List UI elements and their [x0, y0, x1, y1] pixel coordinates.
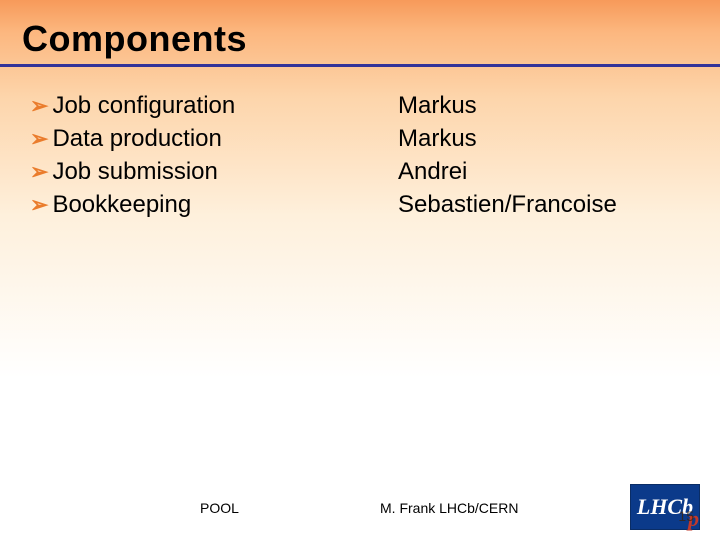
bullet-icon: ➢ [30, 122, 48, 155]
list-item: ➢ Bookkeeping [30, 188, 398, 221]
list-item: ➢ Job submission [30, 155, 398, 188]
slide-title: Components [22, 18, 698, 60]
owner-name: Andrei [398, 155, 467, 188]
footer-center-text: M. Frank LHCb/CERN [380, 500, 518, 516]
bullet-icon: ➢ [30, 89, 48, 122]
list-item: ➢ Data production [30, 122, 398, 155]
owner-row: Sebastien/Francoise [398, 188, 698, 221]
item-label: Bookkeeping [52, 188, 191, 221]
list-item: ➢ Job configuration [30, 89, 398, 122]
owner-row: Markus [398, 122, 698, 155]
item-label: Job configuration [52, 89, 235, 122]
owner-row: Andrei [398, 155, 698, 188]
item-label: Job submission [52, 155, 217, 188]
page-number: 15 [678, 508, 694, 524]
footer: POOL M. Frank LHCb/CERN [0, 500, 720, 524]
owners-column: Markus Markus Andrei Sebastien/Francoise [398, 89, 698, 221]
components-column: ➢ Job configuration ➢ Data production ➢ … [30, 89, 398, 221]
title-underline [0, 64, 720, 67]
bullet-icon: ➢ [30, 155, 48, 188]
owner-name: Markus [398, 122, 477, 155]
footer-left-text: POOL [200, 500, 239, 516]
content-area: ➢ Job configuration ➢ Data production ➢ … [22, 89, 698, 221]
slide: Components ➢ Job configuration ➢ Data pr… [0, 0, 720, 540]
item-label: Data production [52, 122, 221, 155]
owner-name: Markus [398, 89, 477, 122]
bullet-icon: ➢ [30, 188, 48, 221]
owner-name: Sebastien/Francoise [398, 188, 617, 221]
owner-row: Markus [398, 89, 698, 122]
